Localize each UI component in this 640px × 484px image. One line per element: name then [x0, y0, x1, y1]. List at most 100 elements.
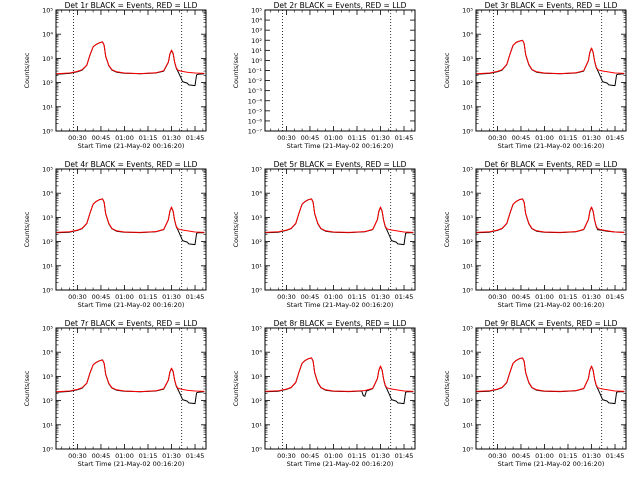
events-series-line [265, 198, 414, 246]
y-tick-label: 10³ [42, 55, 53, 63]
panel-title: Det 9r BLACK = Events, RED = LLD [485, 319, 618, 328]
x-axis-label: Start Time (21-May-02 00:16:20) [287, 301, 394, 309]
y-tick-label: 10² [251, 37, 262, 45]
x-tick-label: 01:45 [186, 293, 205, 301]
y-tick-label: 10⁰ [462, 287, 473, 295]
panel-title: Det 4r BLACK = Events, RED = LLD [65, 160, 198, 169]
x-tick-label: 00:45 [92, 293, 111, 301]
panel-title: Det 8r BLACK = Events, RED = LLD [274, 319, 407, 328]
plot-frame [264, 9, 416, 132]
x-tick-label: 01:30 [582, 293, 601, 301]
y-tick-label: 10³ [462, 55, 473, 63]
x-tick-label: 00:45 [92, 134, 111, 142]
plot-frame [55, 168, 207, 291]
x-tick-label: 01:15 [348, 134, 367, 142]
y-tick-label: 10¹ [42, 262, 53, 270]
x-tick-label: 00:30 [277, 452, 296, 460]
plot-frame [264, 327, 416, 450]
panel-4: Det 4r BLACK = Events, RED = LLD 10⁰ 10¹ 10… [23, 160, 207, 309]
x-tick-label: 01:15 [139, 452, 158, 460]
y-tick-label: 10⁴ [42, 349, 53, 357]
y-tick-label: 10⁵ [251, 325, 262, 333]
y-tick-label: 10³ [251, 214, 262, 222]
y-tick-label: 10¹ [462, 103, 473, 111]
y-axis-label: Counts/sec [232, 52, 240, 88]
x-tick-label: 01:15 [348, 293, 367, 301]
x-tick-label: 00:30 [488, 293, 507, 301]
y-tick-label: 10² [42, 79, 53, 87]
lld-series-line [476, 39, 625, 75]
lld-series-line [265, 357, 414, 392]
y-tick-label: 10⁴ [462, 31, 473, 39]
y-tick-label: 10¹ [462, 421, 473, 429]
x-tick-label: 00:30 [277, 293, 296, 301]
y-tick-label: 10⁵ [42, 325, 53, 333]
panel-title: Det 6r BLACK = Events, RED = LLD [485, 160, 618, 169]
x-tick-label: 00:30 [68, 452, 87, 460]
x-tick-label: 01:30 [371, 134, 390, 142]
events-series-line [56, 359, 205, 405]
x-axis-label: Start Time (21-May-02 00:16:20) [287, 460, 394, 468]
x-tick-label: 00:30 [277, 134, 296, 142]
x-tick-label: 00:45 [301, 134, 320, 142]
x-axis-label: Start Time (21-May-02 00:16:20) [78, 142, 185, 150]
x-tick-label: 01:00 [535, 452, 554, 460]
y-tick-label: 10¹ [251, 262, 262, 270]
y-tick-label: 10⁴ [462, 190, 473, 198]
y-tick-label: 10³ [251, 373, 262, 381]
plot-frame [475, 327, 627, 450]
y-tick-label: 10⁵ [251, 7, 262, 15]
y-tick-label: 10⁻⁷ [248, 128, 263, 136]
events-series-line [56, 198, 205, 246]
y-tick-label: 10³ [42, 214, 53, 222]
y-tick-label: 10² [462, 79, 473, 87]
x-tick-label: 00:30 [68, 293, 87, 301]
panel-8: Det 8r BLACK = Events, RED = LLD 10⁰ 10¹ 10… [232, 319, 416, 468]
x-tick-label: 01:30 [582, 452, 601, 460]
x-tick-label: 01:30 [371, 293, 390, 301]
x-tick-label: 01:45 [186, 134, 205, 142]
x-tick-label: 00:30 [488, 452, 507, 460]
y-tick-label: 10³ [42, 373, 53, 381]
y-axis-label: Counts/sec [443, 52, 451, 88]
panel-7: Det 7r BLACK = Events, RED = LLD 10⁰ 10¹ 10… [23, 319, 207, 468]
y-axis-label: Counts/sec [23, 370, 31, 406]
x-tick-label: 00:45 [512, 134, 531, 142]
events-series-line [476, 198, 625, 234]
lld-series-line [56, 198, 205, 233]
y-tick-label: 10³ [462, 373, 473, 381]
y-tick-label: 10⁴ [42, 31, 53, 39]
x-axis-label: Start Time (21-May-02 00:16:20) [498, 142, 605, 150]
y-tick-label: 10⁵ [462, 7, 473, 15]
x-tick-label: 01:00 [324, 452, 343, 460]
plot-frame [475, 168, 627, 291]
y-tick-label: 10⁰ [42, 287, 53, 295]
y-tick-label: 10³ [462, 214, 473, 222]
lld-series-line [56, 359, 205, 393]
x-tick-label: 00:45 [301, 293, 320, 301]
y-tick-label: 10² [42, 397, 53, 405]
plot-frame [55, 9, 207, 132]
x-tick-label: 00:45 [92, 452, 111, 460]
y-axis-label: Counts/sec [23, 52, 31, 88]
x-tick-label: 00:30 [488, 134, 507, 142]
x-tick-label: 01:30 [582, 134, 601, 142]
y-tick-label: 10² [462, 397, 473, 405]
x-axis-label: Start Time (21-May-02 00:16:20) [498, 460, 605, 468]
x-tick-label: 00:45 [512, 452, 531, 460]
panel-title: Det 3r BLACK = Events, RED = LLD [485, 1, 618, 10]
y-tick-label: 10⁵ [42, 166, 53, 174]
x-tick-label: 01:15 [348, 452, 367, 460]
y-tick-label: 10⁻³ [248, 87, 263, 95]
lld-series-line [476, 357, 625, 392]
y-tick-label: 10⁻² [248, 77, 263, 85]
y-tick-label: 10⁴ [42, 190, 53, 198]
plot-frame [55, 327, 207, 450]
y-tick-label: 10⁰ [462, 446, 473, 454]
y-tick-label: 10⁵ [42, 7, 53, 15]
x-tick-label: 00:30 [68, 134, 87, 142]
x-tick-label: 01:15 [559, 134, 578, 142]
panel-6: Det 6r BLACK = Events, RED = LLD 10⁰ 10¹ 10… [443, 160, 627, 309]
x-tick-label: 01:00 [115, 452, 134, 460]
